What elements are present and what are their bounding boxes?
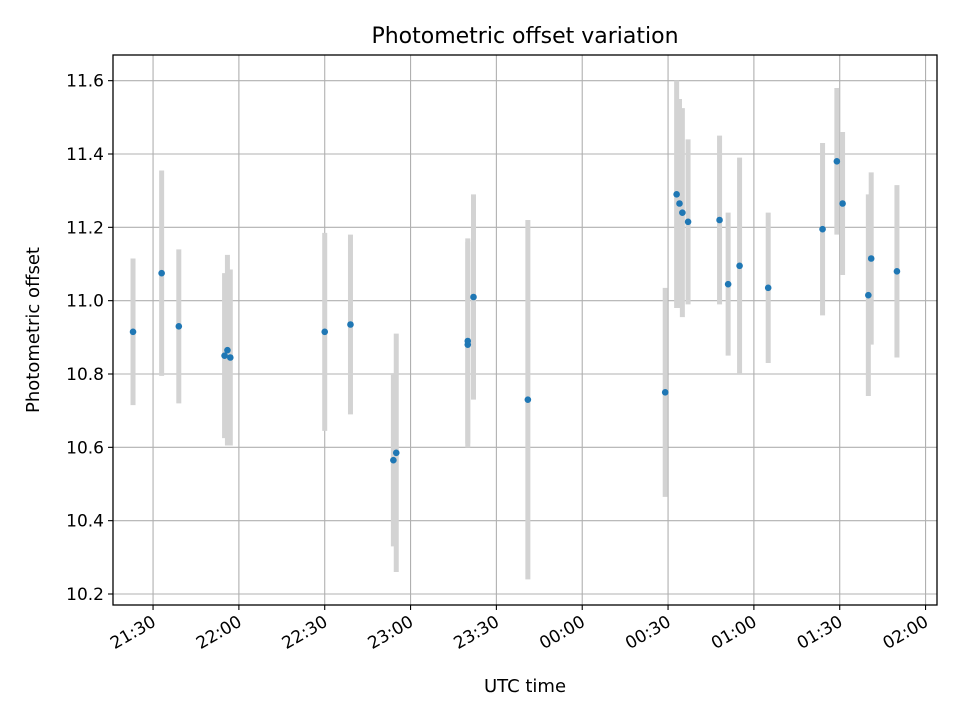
y-tick-label: 10.2 — [66, 585, 104, 605]
data-point — [833, 158, 841, 165]
data-point — [392, 449, 400, 457]
data-point — [158, 269, 165, 277]
data-point — [716, 216, 723, 224]
data-point — [736, 262, 743, 270]
data-point — [724, 280, 732, 288]
data-point — [839, 200, 846, 207]
data-point — [321, 328, 329, 336]
data-point — [679, 209, 686, 216]
data-point — [865, 291, 872, 299]
data-point — [676, 200, 683, 207]
data-point — [819, 225, 826, 233]
chart-title: Photometric offset variation — [371, 24, 678, 49]
y-tick-label: 11.6 — [66, 72, 104, 92]
data-point — [673, 191, 680, 198]
y-tick-label: 10.4 — [66, 512, 104, 532]
data-point — [867, 255, 875, 262]
data-point — [347, 321, 354, 328]
data-point — [175, 323, 183, 330]
data-point — [224, 346, 231, 354]
data-point — [764, 284, 772, 292]
data-point — [129, 328, 137, 336]
x-axis-label: UTC time — [484, 676, 566, 697]
data-point — [464, 337, 472, 345]
data-point — [893, 268, 901, 275]
y-tick-label: 10.6 — [66, 438, 104, 458]
y-tick-label: 10.8 — [66, 365, 104, 385]
data-point — [524, 396, 532, 403]
y-axis-ticks: 10.2 10.4 10.6 10.8 11.0 11.2 11.4 11.6 — [66, 72, 113, 605]
data-point — [661, 389, 669, 396]
y-tick-label: 11.2 — [66, 218, 104, 238]
y-axis-label: Photometric offset — [23, 247, 44, 413]
y-tick-label: 11.4 — [66, 145, 104, 165]
y-tick-label: 11.0 — [66, 292, 104, 312]
plot-frame — [112, 54, 938, 606]
data-point — [227, 354, 234, 361]
data-point — [390, 456, 397, 464]
data-point — [221, 352, 228, 359]
data-point — [470, 293, 477, 301]
grid — [113, 55, 937, 605]
data-point — [684, 218, 692, 226]
data-points — [129, 158, 901, 464]
